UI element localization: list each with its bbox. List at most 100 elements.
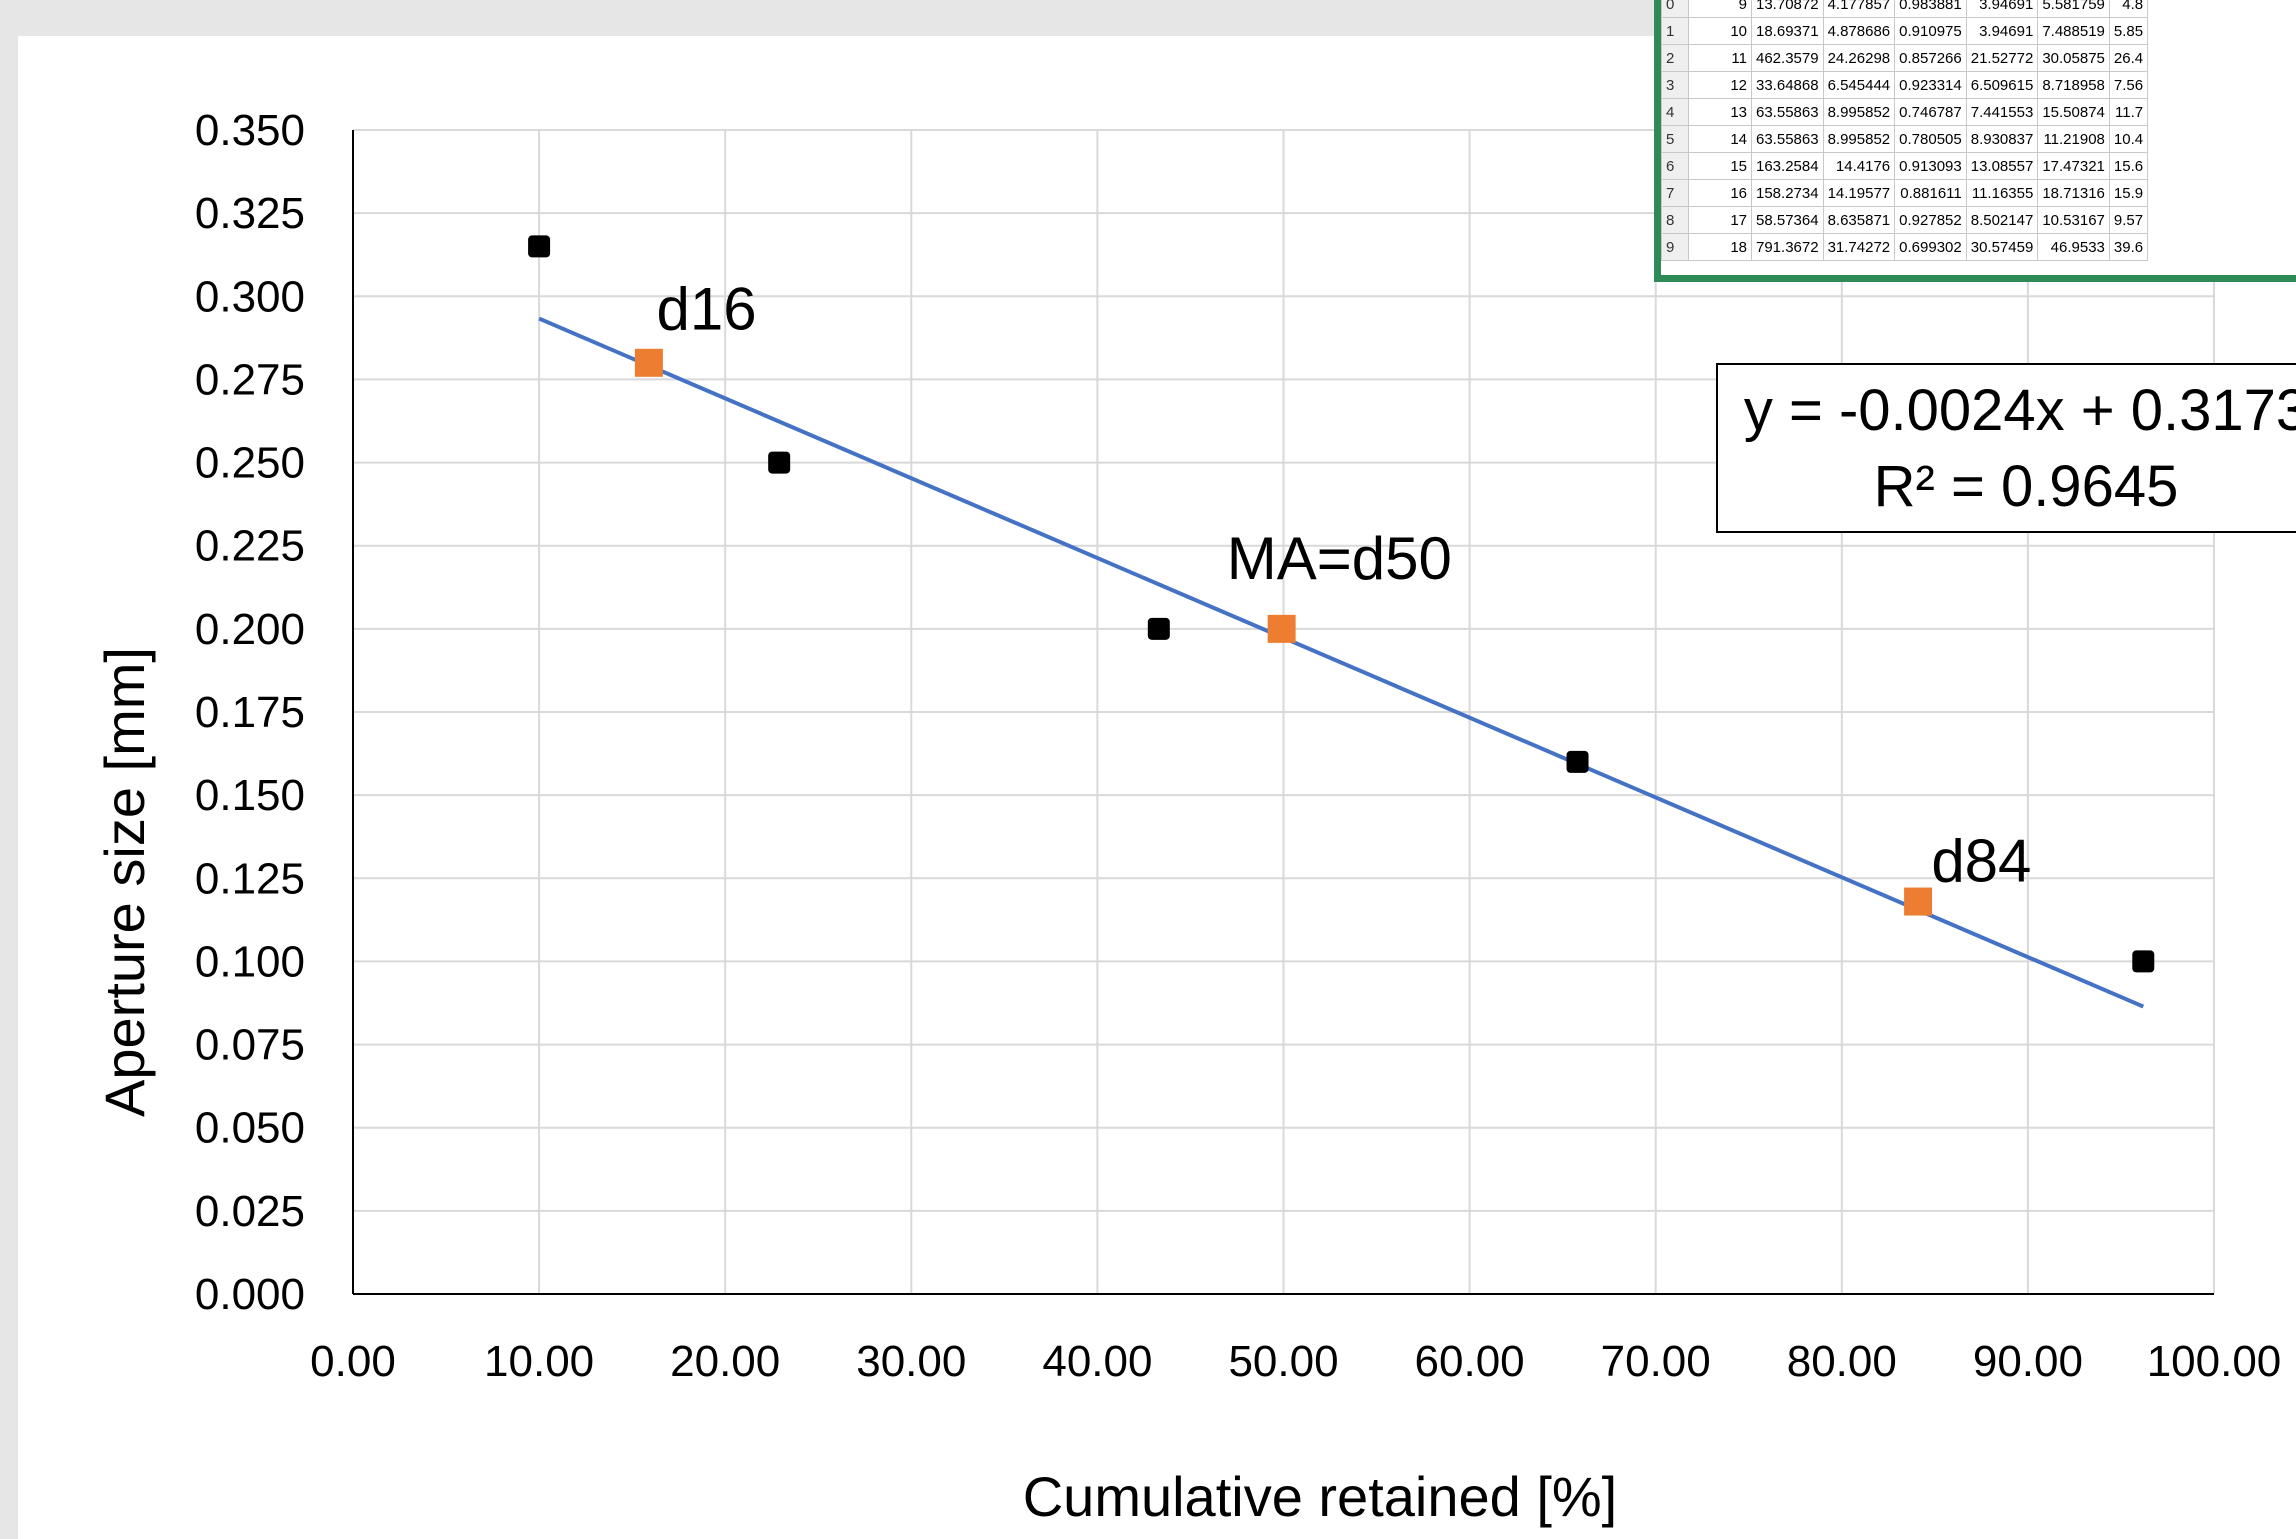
cell[interactable]: 63.55863 xyxy=(1752,99,1824,126)
row-header[interactable]: 3 xyxy=(1662,72,1689,99)
cell[interactable]: 5.85 xyxy=(2109,18,2147,45)
row-header[interactable]: 5 xyxy=(1662,126,1689,153)
cell[interactable]: 15 xyxy=(1689,153,1752,180)
cell[interactable]: 9.57 xyxy=(2109,207,2147,234)
cell[interactable]: 9 xyxy=(1689,0,1752,18)
cell[interactable]: 791.3672 xyxy=(1752,234,1824,261)
data-point-measured xyxy=(1148,618,1170,640)
data-point-percentile xyxy=(1904,888,1932,916)
cell[interactable]: 13.70872 xyxy=(1752,0,1824,18)
cell[interactable]: 30.05875 xyxy=(2038,45,2110,72)
cell[interactable]: 12 xyxy=(1689,72,1752,99)
cell[interactable]: 26.4 xyxy=(2109,45,2147,72)
data-point-percentile xyxy=(635,349,663,377)
y-tick-label: 0.275 xyxy=(195,355,305,404)
cell[interactable]: 11.21908 xyxy=(2038,126,2110,153)
cell[interactable]: 11.16355 xyxy=(1966,180,2038,207)
cell[interactable]: 13.08557 xyxy=(1966,153,2038,180)
row-header[interactable]: 9 xyxy=(1662,234,1689,261)
cell[interactable]: 8.635871 xyxy=(1823,207,1895,234)
cell[interactable]: 6.509615 xyxy=(1966,72,2038,99)
cell[interactable]: 15.6 xyxy=(2109,153,2147,180)
row-header[interactable]: 1 xyxy=(1662,18,1689,45)
cell[interactable]: 8.995852 xyxy=(1823,126,1895,153)
cell[interactable]: 4.8 xyxy=(2109,0,2147,18)
cell[interactable]: 4.177857 xyxy=(1823,0,1895,18)
cell[interactable]: 17 xyxy=(1689,207,1752,234)
cell[interactable]: 33.64868 xyxy=(1752,72,1824,99)
cell[interactable]: 16 xyxy=(1689,180,1752,207)
row-header[interactable]: 6 xyxy=(1662,153,1689,180)
cell[interactable]: 31.74272 xyxy=(1823,234,1895,261)
cell[interactable]: 7.488519 xyxy=(2038,18,2110,45)
cell[interactable]: 8.930837 xyxy=(1966,126,2038,153)
x-tick-label: 50.00 xyxy=(1228,1337,1338,1386)
cell[interactable]: 63.55863 xyxy=(1752,126,1824,153)
cell[interactable]: 46.9533 xyxy=(2038,234,2110,261)
cell[interactable]: 8.502147 xyxy=(1966,207,2038,234)
cell[interactable]: 17.47321 xyxy=(2038,153,2110,180)
cell[interactable]: 58.57364 xyxy=(1752,207,1824,234)
cell[interactable]: 30.57459 xyxy=(1966,234,2038,261)
cell[interactable]: 0.857266 xyxy=(1895,45,1967,72)
cell[interactable]: 11 xyxy=(1689,45,1752,72)
spreadsheet-row: 5 14 63.55863 8.995852 0.780505 8.930837 11.21… xyxy=(1662,126,2148,153)
cell[interactable]: 7.441553 xyxy=(1966,99,2038,126)
row-header[interactable]: 4 xyxy=(1662,99,1689,126)
data-point-measured xyxy=(2132,950,2154,972)
cell[interactable]: 14.4176 xyxy=(1823,153,1895,180)
cell[interactable]: 3.94691 xyxy=(1966,0,2038,18)
cell[interactable]: 0.699302 xyxy=(1895,234,1967,261)
cell[interactable]: 21.52772 xyxy=(1966,45,2038,72)
y-tick-label: 0.325 xyxy=(195,189,305,238)
cell[interactable]: 24.26298 xyxy=(1823,45,1895,72)
y-tick-labels: 0.0000.0250.0500.0750.1000.1250.1500.175… xyxy=(195,106,305,1319)
x-tick-label: 20.00 xyxy=(670,1337,780,1386)
cell[interactable]: 10.4 xyxy=(2109,126,2147,153)
cell[interactable]: 3.94691 xyxy=(1966,18,2038,45)
row-header[interactable]: 8 xyxy=(1662,207,1689,234)
y-tick-label: 0.250 xyxy=(195,439,305,488)
x-tick-label: 80.00 xyxy=(1787,1337,1897,1386)
cell[interactable]: 14 xyxy=(1689,126,1752,153)
cell[interactable]: 7.56 xyxy=(2109,72,2147,99)
cell[interactable]: 5.581759 xyxy=(2038,0,2110,18)
cell[interactable]: 15.9 xyxy=(2109,180,2147,207)
cell[interactable]: 8.995852 xyxy=(1823,99,1895,126)
cell[interactable]: 18.71316 xyxy=(2038,180,2110,207)
x-tick-label: 100.00 xyxy=(2147,1337,2282,1386)
spreadsheet-overlay: 0 9 13.70872 4.177857 0.983881 3.94691 5.58175… xyxy=(1654,0,2296,282)
cell[interactable]: 39.6 xyxy=(2109,234,2147,261)
cell[interactable]: 4.878686 xyxy=(1823,18,1895,45)
cell[interactable]: 18 xyxy=(1689,234,1752,261)
cell[interactable]: 6.545444 xyxy=(1823,72,1895,99)
cell[interactable]: 0.927852 xyxy=(1895,207,1967,234)
y-tick-label: 0.000 xyxy=(195,1270,305,1319)
data-point-measured xyxy=(528,235,550,257)
cell[interactable]: 8.718958 xyxy=(2038,72,2110,99)
y-tick-label: 0.225 xyxy=(195,522,305,571)
cell[interactable]: 0.923314 xyxy=(1895,72,1967,99)
cell[interactable]: 462.3579 xyxy=(1752,45,1824,72)
cell[interactable]: 0.881611 xyxy=(1895,180,1967,207)
cell[interactable]: 158.2734 xyxy=(1752,180,1824,207)
row-header[interactable]: 2 xyxy=(1662,45,1689,72)
cell[interactable]: 11.7 xyxy=(2109,99,2147,126)
cell[interactable]: 0.746787 xyxy=(1895,99,1967,126)
cell[interactable]: 10.53167 xyxy=(2038,207,2110,234)
cell[interactable]: 14.19577 xyxy=(1823,180,1895,207)
row-header[interactable]: 7 xyxy=(1662,180,1689,207)
cell[interactable]: 0.910975 xyxy=(1895,18,1967,45)
cell[interactable]: 0.780505 xyxy=(1895,126,1967,153)
data-point-measured xyxy=(1567,751,1589,773)
cell[interactable]: 13 xyxy=(1689,99,1752,126)
cell[interactable]: 18.69371 xyxy=(1752,18,1824,45)
cell[interactable]: 163.2584 xyxy=(1752,153,1824,180)
row-header[interactable]: 0 xyxy=(1662,0,1689,18)
x-tick-label: 30.00 xyxy=(856,1337,966,1386)
cell[interactable]: 0.983881 xyxy=(1895,0,1967,18)
spreadsheet-row: 3 12 33.64868 6.545444 0.923314 6.509615 8.718… xyxy=(1662,72,2148,99)
cell[interactable]: 10 xyxy=(1689,18,1752,45)
cell[interactable]: 15.50874 xyxy=(2038,99,2110,126)
cell[interactable]: 0.913093 xyxy=(1895,153,1967,180)
